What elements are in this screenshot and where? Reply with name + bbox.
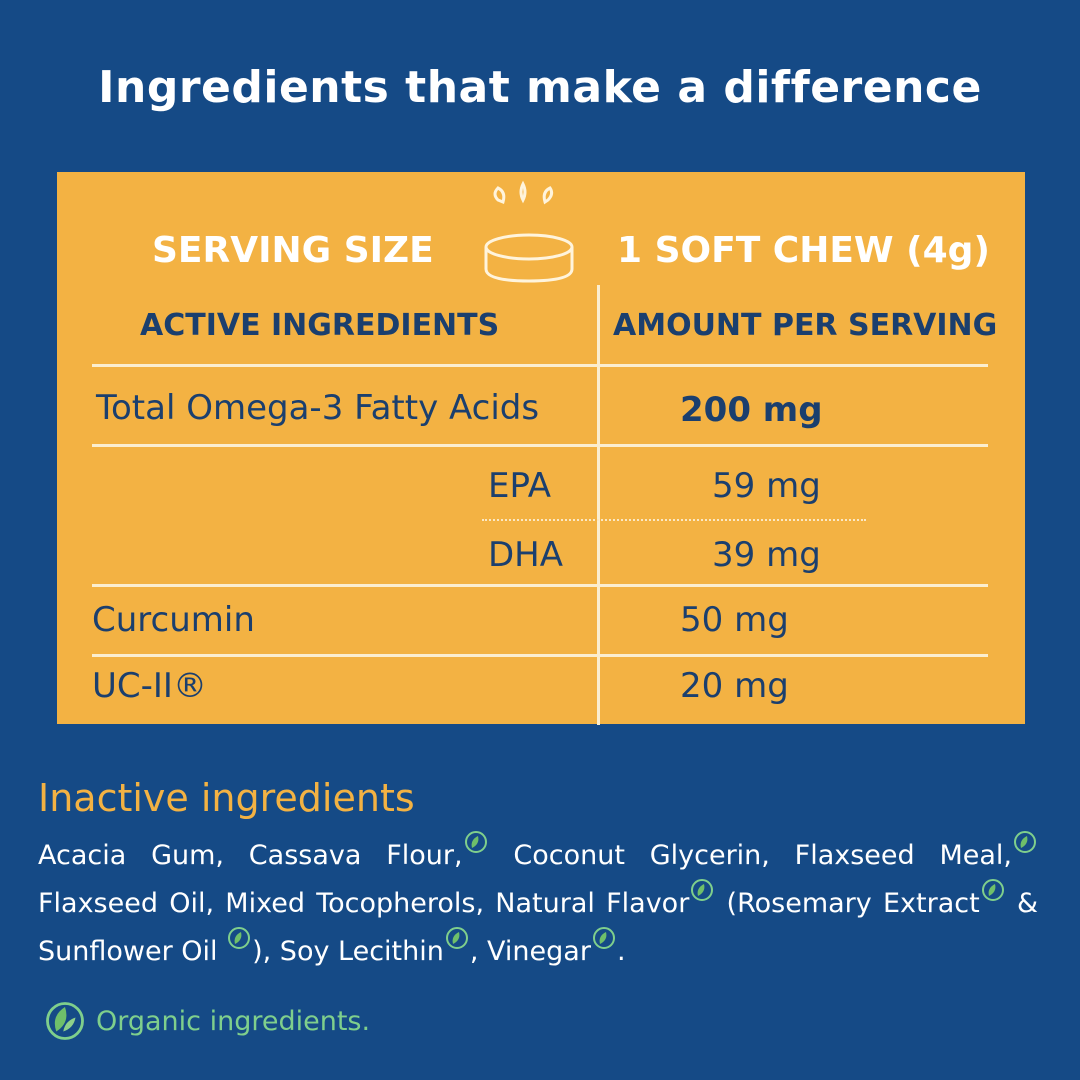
ingredient-name: Total Omega-3 Fatty Acids	[96, 388, 540, 428]
organic-leaf-icon	[691, 879, 714, 901]
inactive-ingredients-title: Inactive ingredients	[38, 776, 415, 820]
ingredient-amount: 59 mg	[712, 466, 821, 506]
ingredient-amount: 50 mg	[680, 600, 789, 640]
row-divider	[92, 364, 988, 367]
ingredient-amount: 39 mg	[712, 535, 821, 575]
serving-size-value: 1 SOFT CHEW (4g)	[617, 230, 990, 271]
ingredient-name: Curcumin	[92, 600, 255, 640]
row-divider	[92, 654, 988, 657]
amount-per-serving-header: AMOUNT PER SERVING	[613, 308, 998, 343]
row-divider	[92, 584, 988, 587]
nutrition-panel	[57, 172, 1025, 724]
inactive-text: Flaxseed Oil, Mixed Tocopherols, Natural…	[38, 888, 690, 919]
inactive-text: ), Soy Lecithin	[252, 936, 444, 967]
dotted-divider	[482, 519, 866, 521]
row-divider	[92, 444, 988, 447]
organic-leaf-icon	[228, 927, 251, 949]
organic-leaf-icon	[46, 1002, 84, 1040]
organic-leaf-icon	[445, 927, 468, 949]
inactive-text: , Vinegar	[469, 936, 591, 967]
inactive-text: (Rosemary Extract	[715, 888, 980, 919]
column-divider	[597, 285, 600, 725]
organic-legend-label: Organic ingredients.	[96, 1005, 371, 1037]
ingredient-amount: 20 mg	[680, 666, 789, 706]
ingredient-name: UC-II®	[92, 666, 207, 706]
ingredient-name: EPA	[488, 466, 552, 506]
ingredient-amount: 200 mg	[680, 390, 823, 430]
organic-leaf-icon	[981, 879, 1004, 901]
inactive-text: .	[616, 936, 626, 967]
active-ingredients-header: ACTIVE INGREDIENTS	[140, 308, 500, 343]
inactive-text: Acacia Gum, Cassava Flour,	[38, 840, 463, 871]
inactive-text: & Sunflower Oil	[38, 888, 1038, 967]
inactive-text: Coconut Glycerin, Flaxseed Meal,	[488, 840, 1012, 871]
soft-chew-icon	[484, 180, 574, 283]
page-title: Ingredients that make a difference	[98, 62, 982, 113]
organic-legend: Organic ingredients.	[44, 1000, 370, 1042]
organic-leaf-icon	[464, 831, 487, 853]
organic-leaf-icon	[592, 927, 615, 949]
ingredient-name: DHA	[488, 535, 564, 575]
organic-leaf-icon	[1014, 831, 1036, 853]
inactive-ingredients-list: Acacia Gum, Cassava Flour, Coconut Glyce…	[38, 830, 1038, 974]
serving-size-label: SERVING SIZE	[152, 230, 434, 271]
